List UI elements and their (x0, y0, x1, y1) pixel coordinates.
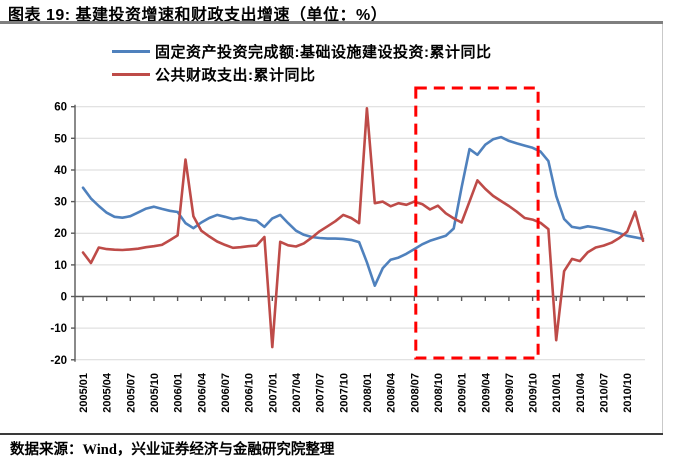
x-tick-label: 2008/04 (386, 372, 398, 413)
x-tick-label: 2010/01 (551, 373, 563, 413)
y-tick-label: 10 (54, 260, 67, 272)
y-tick-label: -20 (50, 355, 67, 367)
x-tick-label: 2006/04 (196, 372, 208, 413)
x-tick-label: 2007/01 (267, 373, 279, 413)
x-tick-label: 2008/01 (362, 373, 374, 413)
chart-legend: 固定资产投资完成额:基础设施建设投资:累计同比 公共财政支出:累计同比 (112, 40, 492, 86)
series-line-red (81, 107, 645, 349)
legend-item-fiscal-expenditure: 公共财政支出:累计同比 (112, 63, 492, 86)
legend-label: 固定资产投资完成额:基础设施建设投资:累计同比 (155, 44, 492, 61)
legend-line-swatch-red (112, 73, 150, 76)
x-tick-label: 2009/10 (528, 373, 540, 413)
x-tick-label: 2005/07 (125, 373, 137, 413)
x-tick-label: 2010/04 (575, 372, 587, 413)
x-tick-label: 2006/10 (244, 373, 256, 413)
y-tick-label: -10 (50, 323, 67, 335)
footer-rule (0, 433, 663, 435)
x-tick-label: 2010/10 (622, 373, 634, 413)
x-tick-label: 2007/07 (315, 373, 327, 413)
series-line-blue (81, 135, 645, 288)
legend-label: 公共财政支出:累计同比 (155, 67, 316, 84)
x-tick-label: 2005/04 (102, 372, 114, 413)
x-tick-label: 2007/10 (338, 373, 350, 413)
y-tick-label: 20 (54, 228, 67, 240)
y-tick-label: 50 (54, 133, 67, 145)
x-tick-label: 2009/01 (457, 373, 469, 413)
x-tick-label: 2007/04 (291, 372, 303, 413)
y-tick-label: 60 (54, 102, 67, 114)
figure-title: 图表 19: 基建投资增速和财政支出增速（单位：%） (8, 7, 388, 24)
x-tick-label: 2005/01 (78, 373, 90, 413)
x-tick-label: 2006/07 (220, 373, 232, 413)
x-tick-label: 2008/07 (409, 373, 421, 413)
title-rule (0, 21, 663, 24)
x-tick-label: 2009/07 (504, 373, 516, 413)
y-tick-label: 40 (54, 165, 67, 177)
x-tick-label: 2005/10 (149, 373, 161, 413)
data-source-note: 数据来源：Wind，兴业证券经济与金融研究院整理 (10, 442, 335, 458)
legend-item-infrastructure-investment: 固定资产投资完成额:基础设施建设投资:累计同比 (112, 40, 492, 63)
x-tick-label: 2009/04 (480, 372, 492, 413)
y-tick-label: 0 (61, 292, 67, 304)
frame-right-border (662, 24, 663, 433)
legend-line-swatch-blue (112, 50, 150, 53)
x-tick-label: 2010/07 (599, 373, 611, 413)
y-tick-label: 30 (54, 197, 67, 209)
x-tick-label: 2006/01 (173, 373, 185, 413)
x-tick-label: 2008/10 (433, 373, 445, 413)
highlight-box (414, 86, 540, 360)
